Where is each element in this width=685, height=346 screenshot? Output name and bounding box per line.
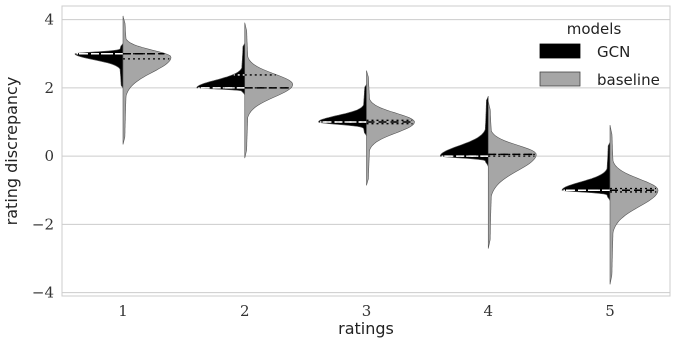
violin-half-baseline <box>487 101 537 249</box>
legend: models GCN baseline <box>539 20 660 89</box>
violin-half-baseline <box>366 70 415 186</box>
x-tick-label: 1 <box>118 302 128 320</box>
y-tick-label: 0 <box>44 147 54 165</box>
x-tick-labels: 1 2 3 4 5 <box>118 302 615 320</box>
violin-half-baseline <box>609 125 659 285</box>
x-tick-label: 4 <box>483 302 493 320</box>
y-tick-label: −4 <box>32 284 54 302</box>
violin-half-baseline <box>122 15 172 145</box>
violin-half-gcn <box>74 43 124 89</box>
x-tick-label: 5 <box>605 302 615 320</box>
legend-swatch-gcn <box>539 43 581 59</box>
y-tick-label: −2 <box>32 215 54 233</box>
x-tick-label: 3 <box>362 302 372 320</box>
legend-label-baseline: baseline <box>597 71 660 89</box>
legend-label-gcn: GCN <box>597 43 630 61</box>
x-axis-label: ratings <box>338 319 394 338</box>
x-tick-label: 2 <box>240 302 250 320</box>
violin-half-gcn <box>439 96 489 167</box>
violin-half-gcn <box>196 43 246 96</box>
y-tick-label: 2 <box>44 79 54 97</box>
y-tick-labels: 4 2 0 −2 −4 <box>32 11 54 302</box>
y-axis-label: rating discrepancy <box>2 77 21 226</box>
violins <box>74 15 659 285</box>
legend-title: models <box>567 20 622 38</box>
violin-half-gcn <box>561 142 611 201</box>
violin-half-baseline <box>244 22 294 159</box>
violin-half-gcn <box>318 84 367 137</box>
legend-swatch-baseline <box>539 71 581 87</box>
y-tick-label: 4 <box>44 11 54 29</box>
